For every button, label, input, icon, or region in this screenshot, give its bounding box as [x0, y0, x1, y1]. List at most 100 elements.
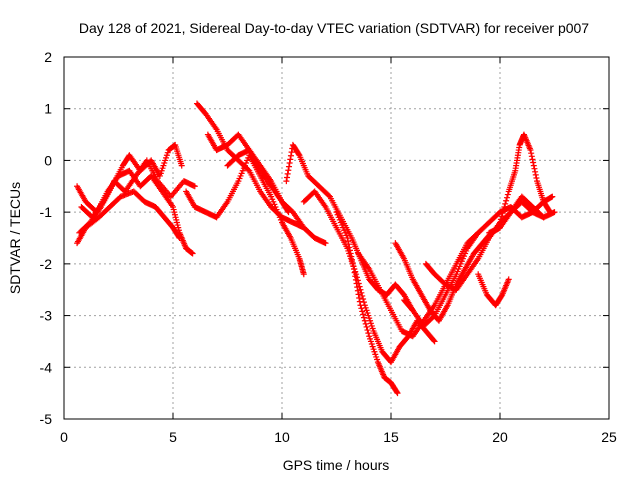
data-point [175, 233, 182, 240]
data-point [287, 156, 294, 163]
data-point [394, 390, 401, 397]
data-point [431, 338, 438, 345]
data-point [288, 149, 295, 156]
y-tick-label: -4 [40, 359, 53, 375]
data-point [348, 253, 355, 260]
x-axis-label: GPS time / hours [283, 457, 390, 473]
data-point [527, 147, 534, 154]
data-point [503, 194, 510, 201]
x-tick-label: 10 [274, 429, 290, 445]
data-point [285, 167, 292, 174]
y-tick-label: -1 [40, 204, 53, 220]
data-point [344, 235, 351, 241]
data-point [430, 337, 437, 344]
plot-frame [63, 56, 610, 420]
data-point [502, 200, 509, 207]
chart-title: Day 128 of 2021, Sidereal Day-to-day VTE… [79, 20, 589, 36]
x-tick-label: 0 [60, 429, 68, 445]
data-point [352, 273, 359, 280]
data-point [505, 276, 512, 283]
data-point [528, 153, 535, 160]
series-track-18 [486, 193, 558, 236]
x-tick-label: 5 [169, 429, 177, 445]
data-point [364, 327, 371, 334]
data-point [500, 207, 507, 214]
y-tick-label: 0 [44, 152, 52, 168]
data-point [325, 192, 332, 199]
y-tick-label: 2 [44, 49, 52, 65]
data-point [393, 389, 400, 396]
y-tick-label: 1 [44, 101, 52, 117]
data-point [356, 294, 363, 301]
data-point [348, 256, 355, 263]
data-point [354, 284, 361, 291]
data-point [504, 191, 511, 198]
grid-lines [64, 57, 609, 419]
series-track-17 [497, 131, 554, 226]
data-point [355, 291, 362, 298]
x-tick-label: 20 [492, 429, 508, 445]
data-point [345, 238, 352, 245]
data-point [176, 235, 183, 241]
data-point [284, 208, 291, 215]
data-point [503, 197, 510, 204]
data-point [362, 320, 369, 327]
data-point [363, 323, 370, 330]
data-point [284, 174, 291, 181]
data-point [531, 165, 538, 172]
data-point [357, 302, 364, 309]
data-point [359, 292, 366, 299]
data-point [322, 240, 329, 247]
data-point [178, 162, 185, 169]
data-point [191, 183, 198, 190]
data-point [359, 308, 366, 315]
data-point [349, 259, 356, 266]
series-track-11 [333, 209, 401, 397]
data-point [549, 193, 556, 200]
data-point [350, 262, 357, 269]
data-point [286, 160, 293, 167]
data-point [356, 298, 363, 305]
data-point [501, 203, 508, 210]
data-point [352, 276, 359, 283]
data-point [357, 286, 364, 293]
data-point [283, 178, 290, 185]
x-tick-label: 15 [383, 429, 399, 445]
data-point [285, 163, 292, 170]
series-track-4 [78, 157, 198, 221]
series-track-16 [475, 271, 512, 309]
data-point [365, 330, 372, 337]
data-points [74, 100, 558, 397]
data-point [532, 168, 539, 175]
data-point [533, 175, 540, 182]
data-point [529, 156, 536, 163]
data-point [528, 150, 535, 157]
x-tick-label: 25 [601, 429, 617, 445]
data-point [300, 271, 307, 278]
data-point [551, 209, 558, 216]
series-track-5 [183, 152, 307, 278]
axes: 0 5 10 15 20 25 -5 -4 -3 -2 -1 0 1 2 [40, 49, 617, 445]
data-point [532, 171, 539, 178]
data-point [354, 287, 361, 294]
data-point [345, 241, 352, 248]
y-axis-label: SDTVAR / TECUs [7, 182, 23, 294]
data-point [530, 162, 537, 169]
data-point [498, 213, 505, 220]
series-track-3 [74, 188, 183, 247]
data-point [360, 314, 367, 321]
data-point [295, 151, 302, 158]
data-point [245, 166, 252, 173]
data-point [285, 209, 292, 216]
data-point [360, 296, 367, 303]
data-point [358, 305, 365, 312]
data-point [530, 159, 537, 166]
data-point [353, 280, 360, 287]
y-tick-label: -3 [40, 308, 53, 324]
data-point [361, 317, 368, 324]
y-tick-label: -5 [40, 411, 53, 427]
data-point [360, 311, 367, 318]
data-point [350, 266, 357, 273]
data-point [347, 250, 354, 257]
